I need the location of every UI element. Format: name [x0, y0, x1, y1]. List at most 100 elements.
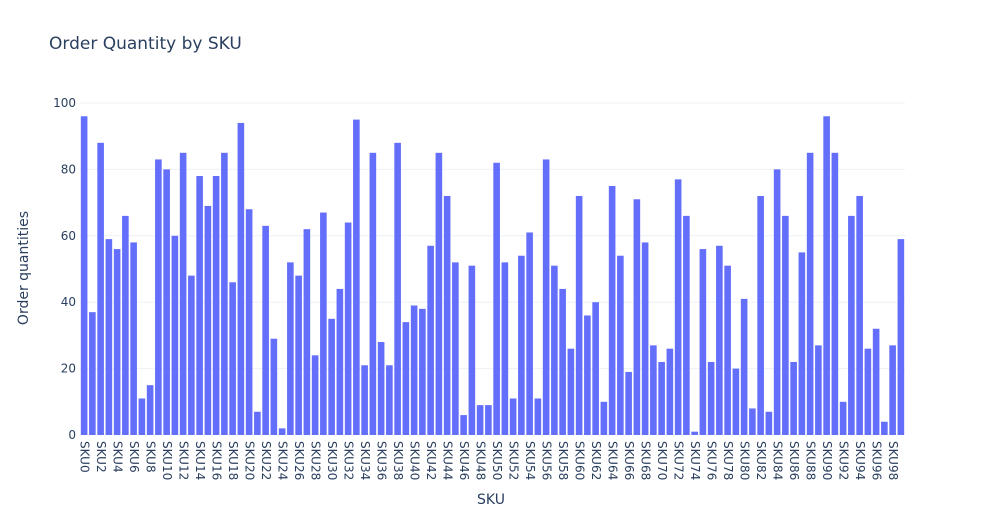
bar-sku56[interactable]: [542, 159, 550, 435]
bar-sku37[interactable]: [386, 365, 393, 435]
bar-sku27[interactable]: [303, 229, 311, 435]
bar-sku76[interactable]: [707, 361, 715, 435]
bar-sku51[interactable]: [501, 262, 509, 435]
bar-sku50[interactable]: [493, 162, 500, 435]
bar-sku63[interactable]: [600, 401, 608, 435]
bar-sku85[interactable]: [782, 215, 789, 435]
bar-sku46[interactable]: [460, 415, 467, 435]
bar-sku3[interactable]: [105, 239, 113, 435]
bar-sku69[interactable]: [650, 345, 657, 435]
bar-sku74[interactable]: [691, 431, 698, 435]
bar-sku83[interactable]: [765, 411, 773, 435]
bar-sku53[interactable]: [518, 255, 525, 435]
bar-sku58[interactable]: [559, 288, 566, 435]
bar-sku66[interactable]: [625, 371, 632, 435]
bar-sku10[interactable]: [163, 169, 170, 435]
bar-sku34[interactable]: [361, 365, 368, 435]
bar-sku62[interactable]: [592, 302, 599, 435]
bar-sku86[interactable]: [790, 361, 797, 435]
bar-sku8[interactable]: [146, 385, 154, 435]
bar-sku79[interactable]: [732, 368, 740, 435]
bar-sku42[interactable]: [427, 245, 434, 435]
bar-sku30[interactable]: [328, 318, 335, 435]
bar-sku40[interactable]: [410, 305, 418, 435]
bar-sku39[interactable]: [402, 322, 410, 435]
bar-sku82[interactable]: [757, 195, 764, 435]
bar-sku81[interactable]: [749, 408, 756, 435]
bar-sku55[interactable]: [534, 398, 542, 435]
bar-sku87[interactable]: [798, 252, 806, 435]
bar-sku72[interactable]: [674, 179, 682, 435]
bar-sku38[interactable]: [394, 142, 401, 435]
bar-sku71[interactable]: [666, 348, 674, 435]
bar-sku97[interactable]: [881, 421, 888, 435]
bar-sku31[interactable]: [336, 288, 344, 435]
bar-sku25[interactable]: [287, 262, 294, 435]
bar-sku68[interactable]: [641, 242, 649, 435]
bar-sku28[interactable]: [311, 355, 319, 435]
bar-sku21[interactable]: [254, 411, 261, 435]
bar-sku90[interactable]: [823, 116, 830, 435]
bar-sku2[interactable]: [97, 142, 104, 435]
bar-sku96[interactable]: [872, 328, 880, 435]
bar-sku94[interactable]: [856, 195, 863, 435]
bar-sku98[interactable]: [889, 345, 896, 435]
bar-sku9[interactable]: [155, 159, 162, 435]
bar-sku29[interactable]: [320, 212, 327, 435]
bar-sku92[interactable]: [839, 401, 847, 435]
bar-sku13[interactable]: [188, 275, 195, 435]
bar-sku26[interactable]: [295, 275, 302, 435]
bar-sku57[interactable]: [551, 265, 558, 435]
bar-sku14[interactable]: [196, 176, 203, 436]
bar-sku88[interactable]: [806, 152, 814, 436]
bar-sku93[interactable]: [848, 215, 855, 435]
bar-sku49[interactable]: [485, 405, 492, 435]
bar-sku91[interactable]: [831, 152, 839, 436]
bar-sku52[interactable]: [509, 398, 517, 435]
bar-sku48[interactable]: [476, 405, 484, 435]
bar-sku22[interactable]: [262, 225, 269, 435]
bar-sku43[interactable]: [435, 152, 443, 436]
bar-sku17[interactable]: [221, 152, 228, 436]
bar-sku16[interactable]: [212, 176, 220, 436]
bar-sku12[interactable]: [179, 152, 187, 436]
bar-sku20[interactable]: [245, 209, 253, 435]
bar-sku4[interactable]: [113, 249, 121, 435]
bar-sku89[interactable]: [815, 345, 822, 435]
bar-sku6[interactable]: [130, 242, 137, 435]
bar-sku95[interactable]: [864, 348, 872, 435]
bar-sku64[interactable]: [608, 186, 616, 435]
bar-sku65[interactable]: [617, 255, 624, 435]
bar-sku80[interactable]: [740, 298, 748, 435]
bar-sku5[interactable]: [122, 215, 129, 435]
bar-sku35[interactable]: [369, 152, 377, 436]
bar-sku0[interactable]: [80, 116, 88, 435]
bar-sku19[interactable]: [237, 122, 245, 436]
bar-sku67[interactable]: [633, 199, 641, 435]
bar-sku23[interactable]: [270, 338, 278, 435]
bar-sku11[interactable]: [171, 235, 179, 435]
bar-sku32[interactable]: [344, 222, 352, 435]
bar-sku33[interactable]: [353, 119, 360, 435]
bar-sku7[interactable]: [138, 398, 146, 435]
bar-sku73[interactable]: [683, 215, 690, 435]
bar-sku60[interactable]: [575, 195, 583, 435]
bar-sku77[interactable]: [716, 245, 723, 435]
bar-sku99[interactable]: [897, 239, 905, 435]
bar-sku45[interactable]: [452, 262, 459, 435]
bar-sku18[interactable]: [229, 282, 236, 435]
bar-sku61[interactable]: [584, 315, 591, 435]
bar-sku70[interactable]: [658, 361, 665, 435]
bar-sku78[interactable]: [724, 265, 731, 435]
bar-sku15[interactable]: [204, 205, 212, 435]
bar-sku54[interactable]: [526, 232, 533, 435]
bar-sku1[interactable]: [89, 312, 96, 435]
bar-sku59[interactable]: [567, 348, 575, 435]
bar-sku47[interactable]: [468, 265, 476, 435]
bar-sku24[interactable]: [278, 428, 286, 435]
bar-sku41[interactable]: [419, 308, 426, 435]
bar-sku84[interactable]: [773, 169, 781, 435]
bar-sku44[interactable]: [443, 195, 451, 435]
bar-sku36[interactable]: [377, 342, 385, 435]
bar-sku75[interactable]: [699, 249, 707, 435]
